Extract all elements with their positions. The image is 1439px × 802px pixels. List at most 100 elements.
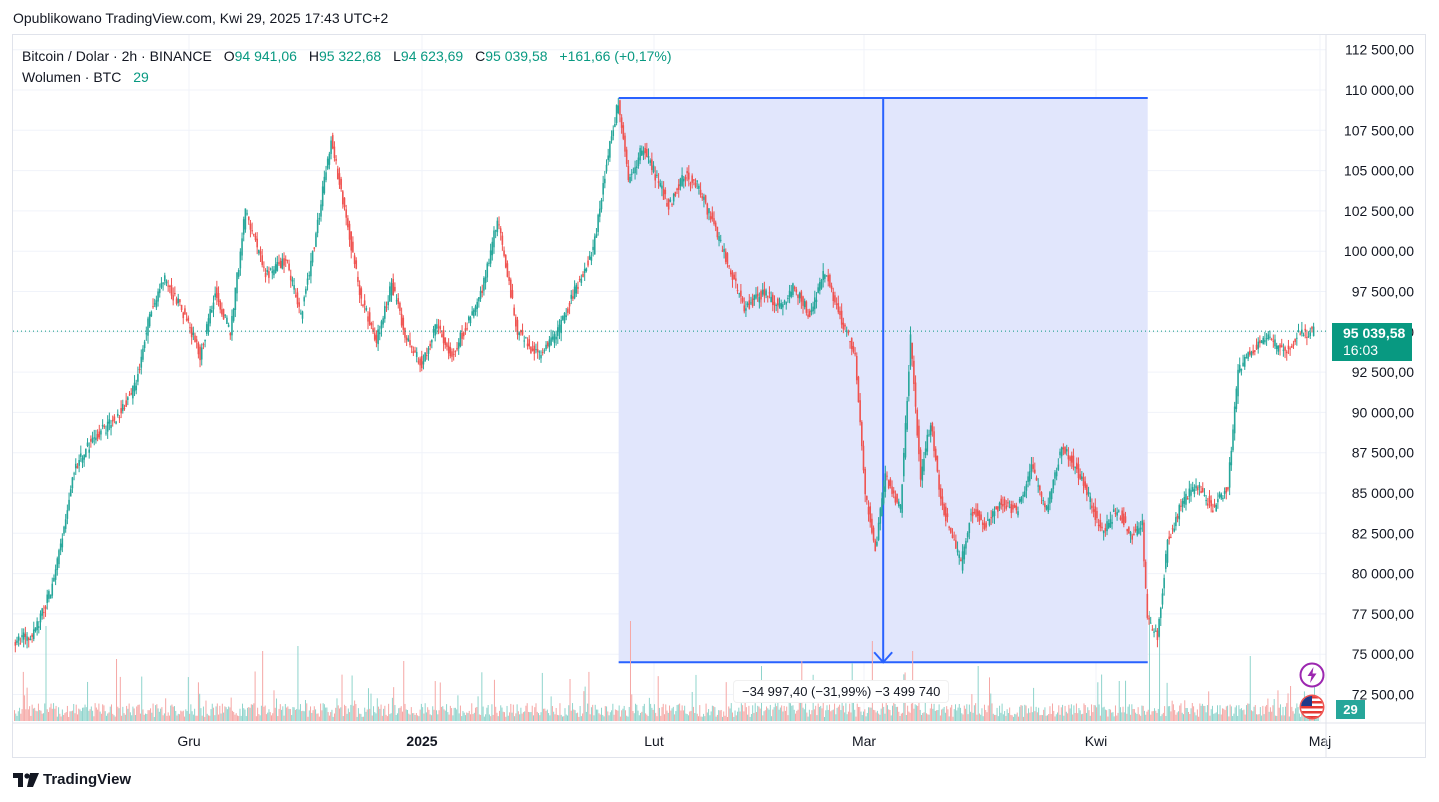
volume-bar: [211, 703, 213, 721]
candle-body: [1117, 510, 1120, 512]
volume-bar: [524, 711, 526, 721]
volume-bar: [113, 715, 115, 721]
candle-body: [446, 343, 448, 347]
candle-body: [679, 178, 682, 187]
candle-body: [219, 300, 222, 310]
candle-body: [719, 239, 722, 241]
volume-bar: [422, 707, 424, 721]
volume-bar: [83, 707, 85, 721]
candle-body: [100, 430, 102, 435]
volume-label[interactable]: Wolumen · BTC: [22, 69, 122, 85]
volume-bar: [332, 716, 334, 721]
volume-bar: [1132, 708, 1134, 721]
volume-bar: [301, 711, 303, 721]
volume-bar: [116, 659, 118, 721]
candle-body: [1175, 517, 1177, 527]
volume-bar: [840, 710, 842, 721]
candle-body: [546, 342, 549, 347]
volume-bar: [648, 697, 650, 721]
candle-body: [508, 276, 510, 281]
volume-bar: [121, 715, 123, 721]
y-tick-label: 72 500,00: [1352, 687, 1414, 703]
candle-body: [268, 271, 270, 278]
candle-body: [66, 510, 69, 519]
candle-body: [237, 269, 240, 277]
volume-bar: [967, 714, 969, 721]
candle-body: [871, 518, 873, 533]
volume-bar: [1029, 712, 1031, 721]
volume-bar: [1167, 706, 1169, 721]
candle-body: [49, 594, 52, 599]
candle-body: [283, 258, 285, 266]
candle-body: [1289, 348, 1291, 350]
volume-bar: [1123, 712, 1125, 721]
candle-body: [93, 437, 96, 439]
candle-body: [368, 312, 371, 325]
us-flag-icon[interactable]: [1299, 694, 1325, 720]
candle-body: [966, 532, 969, 538]
candle-body: [179, 299, 181, 303]
candle-body: [399, 302, 401, 311]
symbol-label[interactable]: Bitcoin / Dolar · 2h · BINANCE: [22, 48, 212, 64]
volume-bar: [865, 716, 867, 721]
volume-bar: [991, 703, 993, 721]
x-tick-label: Gru: [177, 733, 200, 749]
volume-bar: [393, 687, 395, 721]
candle-body: [652, 165, 655, 172]
volume-bar: [1060, 707, 1062, 721]
volume-bar: [109, 706, 111, 721]
candle-body: [681, 175, 683, 186]
candle-body: [1304, 328, 1307, 331]
volume-bar: [1293, 713, 1295, 721]
last-price-badge: 95 039,58 16:03: [1332, 323, 1412, 361]
y-tick-label: 92 500,00: [1352, 364, 1414, 380]
volume-bar: [136, 706, 138, 721]
volume-bar: [1040, 714, 1042, 721]
volume-bar: [614, 709, 616, 721]
volume-bar: [598, 713, 600, 721]
volume-bar: [1064, 705, 1066, 721]
volume-bar: [517, 711, 519, 721]
volume-bar: [657, 676, 659, 721]
candle-body: [598, 208, 601, 217]
volume-bar: [1101, 674, 1103, 721]
candle-body: [496, 220, 499, 233]
volume-bar: [962, 714, 964, 721]
candle-body: [125, 400, 127, 407]
volume-bar: [800, 693, 802, 721]
volume-bar: [325, 707, 327, 721]
candle-body: [716, 226, 719, 238]
volume-bar: [354, 700, 356, 721]
volume-bar: [90, 706, 92, 721]
tradingview-footer[interactable]: TradingView: [13, 771, 131, 788]
candle-body: [629, 177, 631, 183]
volume-bar: [691, 691, 693, 721]
volume-bar: [299, 704, 301, 721]
close-label: C: [475, 48, 486, 64]
candle-body: [1097, 524, 1100, 526]
candle-body: [239, 251, 242, 269]
volume-bar: [207, 715, 209, 721]
volume-bar: [386, 716, 388, 721]
candle-body: [1114, 513, 1117, 515]
volume-bar: [1189, 714, 1191, 721]
volume-bar: [550, 696, 552, 721]
volume-bar: [914, 704, 916, 721]
volume-bar: [434, 681, 436, 721]
volume-bar: [1285, 706, 1287, 721]
volume-bar: [1274, 715, 1276, 721]
candle-body: [1280, 345, 1283, 348]
candle-body: [90, 439, 92, 442]
candle-body: [74, 463, 77, 469]
candle-body: [266, 269, 269, 273]
volume-bar: [444, 710, 446, 721]
lightning-icon[interactable]: [1299, 662, 1325, 688]
volume-bar: [495, 706, 497, 721]
candle-body: [662, 188, 665, 200]
volume-bar: [478, 714, 480, 721]
volume-bar: [689, 711, 691, 721]
candle-body: [718, 236, 720, 242]
candle-body: [867, 506, 870, 515]
volume-bar: [410, 707, 412, 721]
